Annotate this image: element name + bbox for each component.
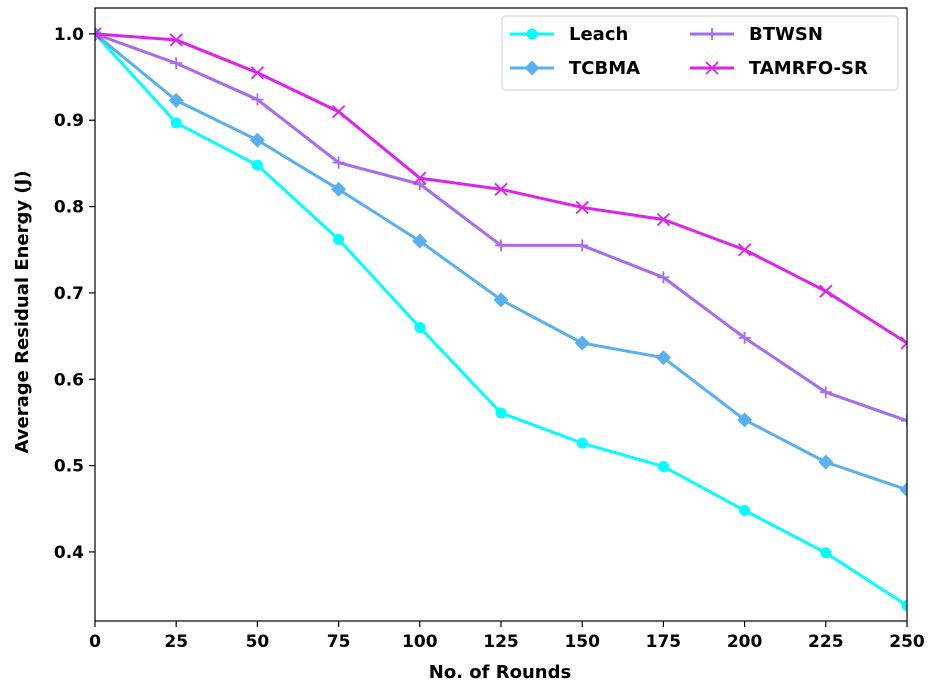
data-point-tamrfo-sr [95, 27, 102, 41]
data-point-tamrfo-sr [900, 336, 907, 350]
data-point-tamrfo-sr [250, 66, 265, 80]
data-point-tamrfo-sr [819, 284, 833, 298]
data-point-tamrfo-sr [575, 200, 589, 215]
data-point-tamrfo-sr [737, 243, 752, 257]
y-tick-label: 0.5 [54, 457, 84, 477]
x-tick-label: 200 [727, 632, 763, 652]
data-point-leach [251, 159, 263, 171]
data-point-leach [495, 407, 507, 419]
data-point-btwsn [251, 93, 264, 106]
legend-item-btwsn: BTWSN [690, 24, 823, 45]
data-point-tcbma [899, 482, 907, 498]
x-tick-label: 175 [646, 632, 682, 652]
plot-area [95, 26, 907, 611]
legend-item-tcbma: TCBMA [510, 58, 640, 79]
legend-swatch-marker [526, 28, 538, 40]
x-tick-label: 225 [808, 632, 844, 652]
data-point-leach [739, 504, 751, 516]
data-point-tamrfo-sr [413, 171, 427, 185]
data-point-leach [333, 233, 345, 245]
data-point-tcbma [818, 454, 834, 470]
legend-label: TCBMA [569, 58, 640, 79]
data-point-tcbma [168, 92, 184, 108]
data-point-leach [170, 117, 182, 129]
y-tick-label: 0.9 [54, 111, 84, 131]
data-point-tamrfo-sr [169, 33, 183, 47]
data-point-tcbma [737, 412, 753, 428]
data-point-leach [901, 599, 907, 611]
y-tick-label: 0.8 [54, 198, 84, 218]
x-tick-label: 0 [89, 632, 101, 652]
data-point-btwsn [332, 156, 345, 169]
data-point-tcbma [655, 350, 671, 366]
x-tick-label: 25 [164, 632, 188, 652]
y-tick-label: 0.4 [54, 543, 84, 563]
data-point-tcbma [331, 181, 347, 197]
legend-item-leach: Leach [510, 24, 628, 45]
y-axis-title: Average Residual Energy (J) [12, 170, 33, 453]
series-tcbma [95, 26, 907, 498]
data-point-btwsn [495, 239, 507, 252]
data-point-btwsn [657, 271, 670, 284]
axes-frame [94, 7, 908, 622]
data-point-btwsn [170, 57, 183, 70]
data-point-btwsn [819, 386, 832, 399]
legend-label: BTWSN [749, 24, 823, 45]
x-tick-label: 125 [483, 632, 519, 652]
series-tamrfo-sr [95, 27, 907, 350]
data-point-leach [657, 460, 669, 472]
legend-label: TAMRFO-SR [749, 58, 868, 79]
series-leach [95, 28, 907, 611]
axes: 0 25 50 75 100 125 150 175 200 225 250 0.4 0.5 0.6 0.7… [54, 7, 925, 652]
x-tick-label: 150 [564, 632, 600, 652]
data-point-tcbma [493, 292, 509, 308]
x-tick-label: 50 [246, 632, 270, 652]
x-axis-title: No. of Rounds [429, 662, 571, 683]
legend-item-tamrfo-sr: TAMRFO-SR [690, 58, 868, 79]
data-point-tcbma [412, 233, 428, 249]
data-point-tcbma [574, 335, 590, 351]
data-point-leach [576, 437, 588, 449]
data-point-btwsn [901, 414, 907, 427]
data-point-leach [414, 321, 426, 333]
y-tick-label: 0.6 [54, 370, 84, 390]
data-point-tamrfo-sr [656, 212, 671, 227]
y-tick-label: 1.0 [54, 25, 84, 45]
x-tick-label: 250 [889, 632, 925, 652]
x-tick-label: 75 [327, 632, 351, 652]
data-point-btwsn [413, 178, 426, 191]
data-point-tamrfo-sr [494, 182, 508, 196]
legend-swatch-marker [705, 61, 719, 75]
legend-label: Leach [569, 24, 628, 45]
data-point-leach [820, 547, 832, 559]
data-point-tamrfo-sr [331, 104, 346, 119]
series-btwsn [95, 27, 907, 427]
series-line-tcbma [95, 32, 907, 492]
y-tick-label: 0.7 [54, 284, 84, 304]
data-point-btwsn [576, 239, 589, 252]
legend-swatch-marker [706, 28, 718, 40]
legend-box [501, 15, 899, 91]
x-tick-label: 100 [402, 632, 438, 652]
legend-swatch-marker [524, 60, 540, 76]
data-point-tcbma [249, 132, 265, 148]
legend: Leach TCBMA BTWSN TAMRFO-SR [501, 15, 899, 91]
series-line-btwsn [95, 32, 907, 423]
data-point-btwsn [738, 331, 751, 344]
